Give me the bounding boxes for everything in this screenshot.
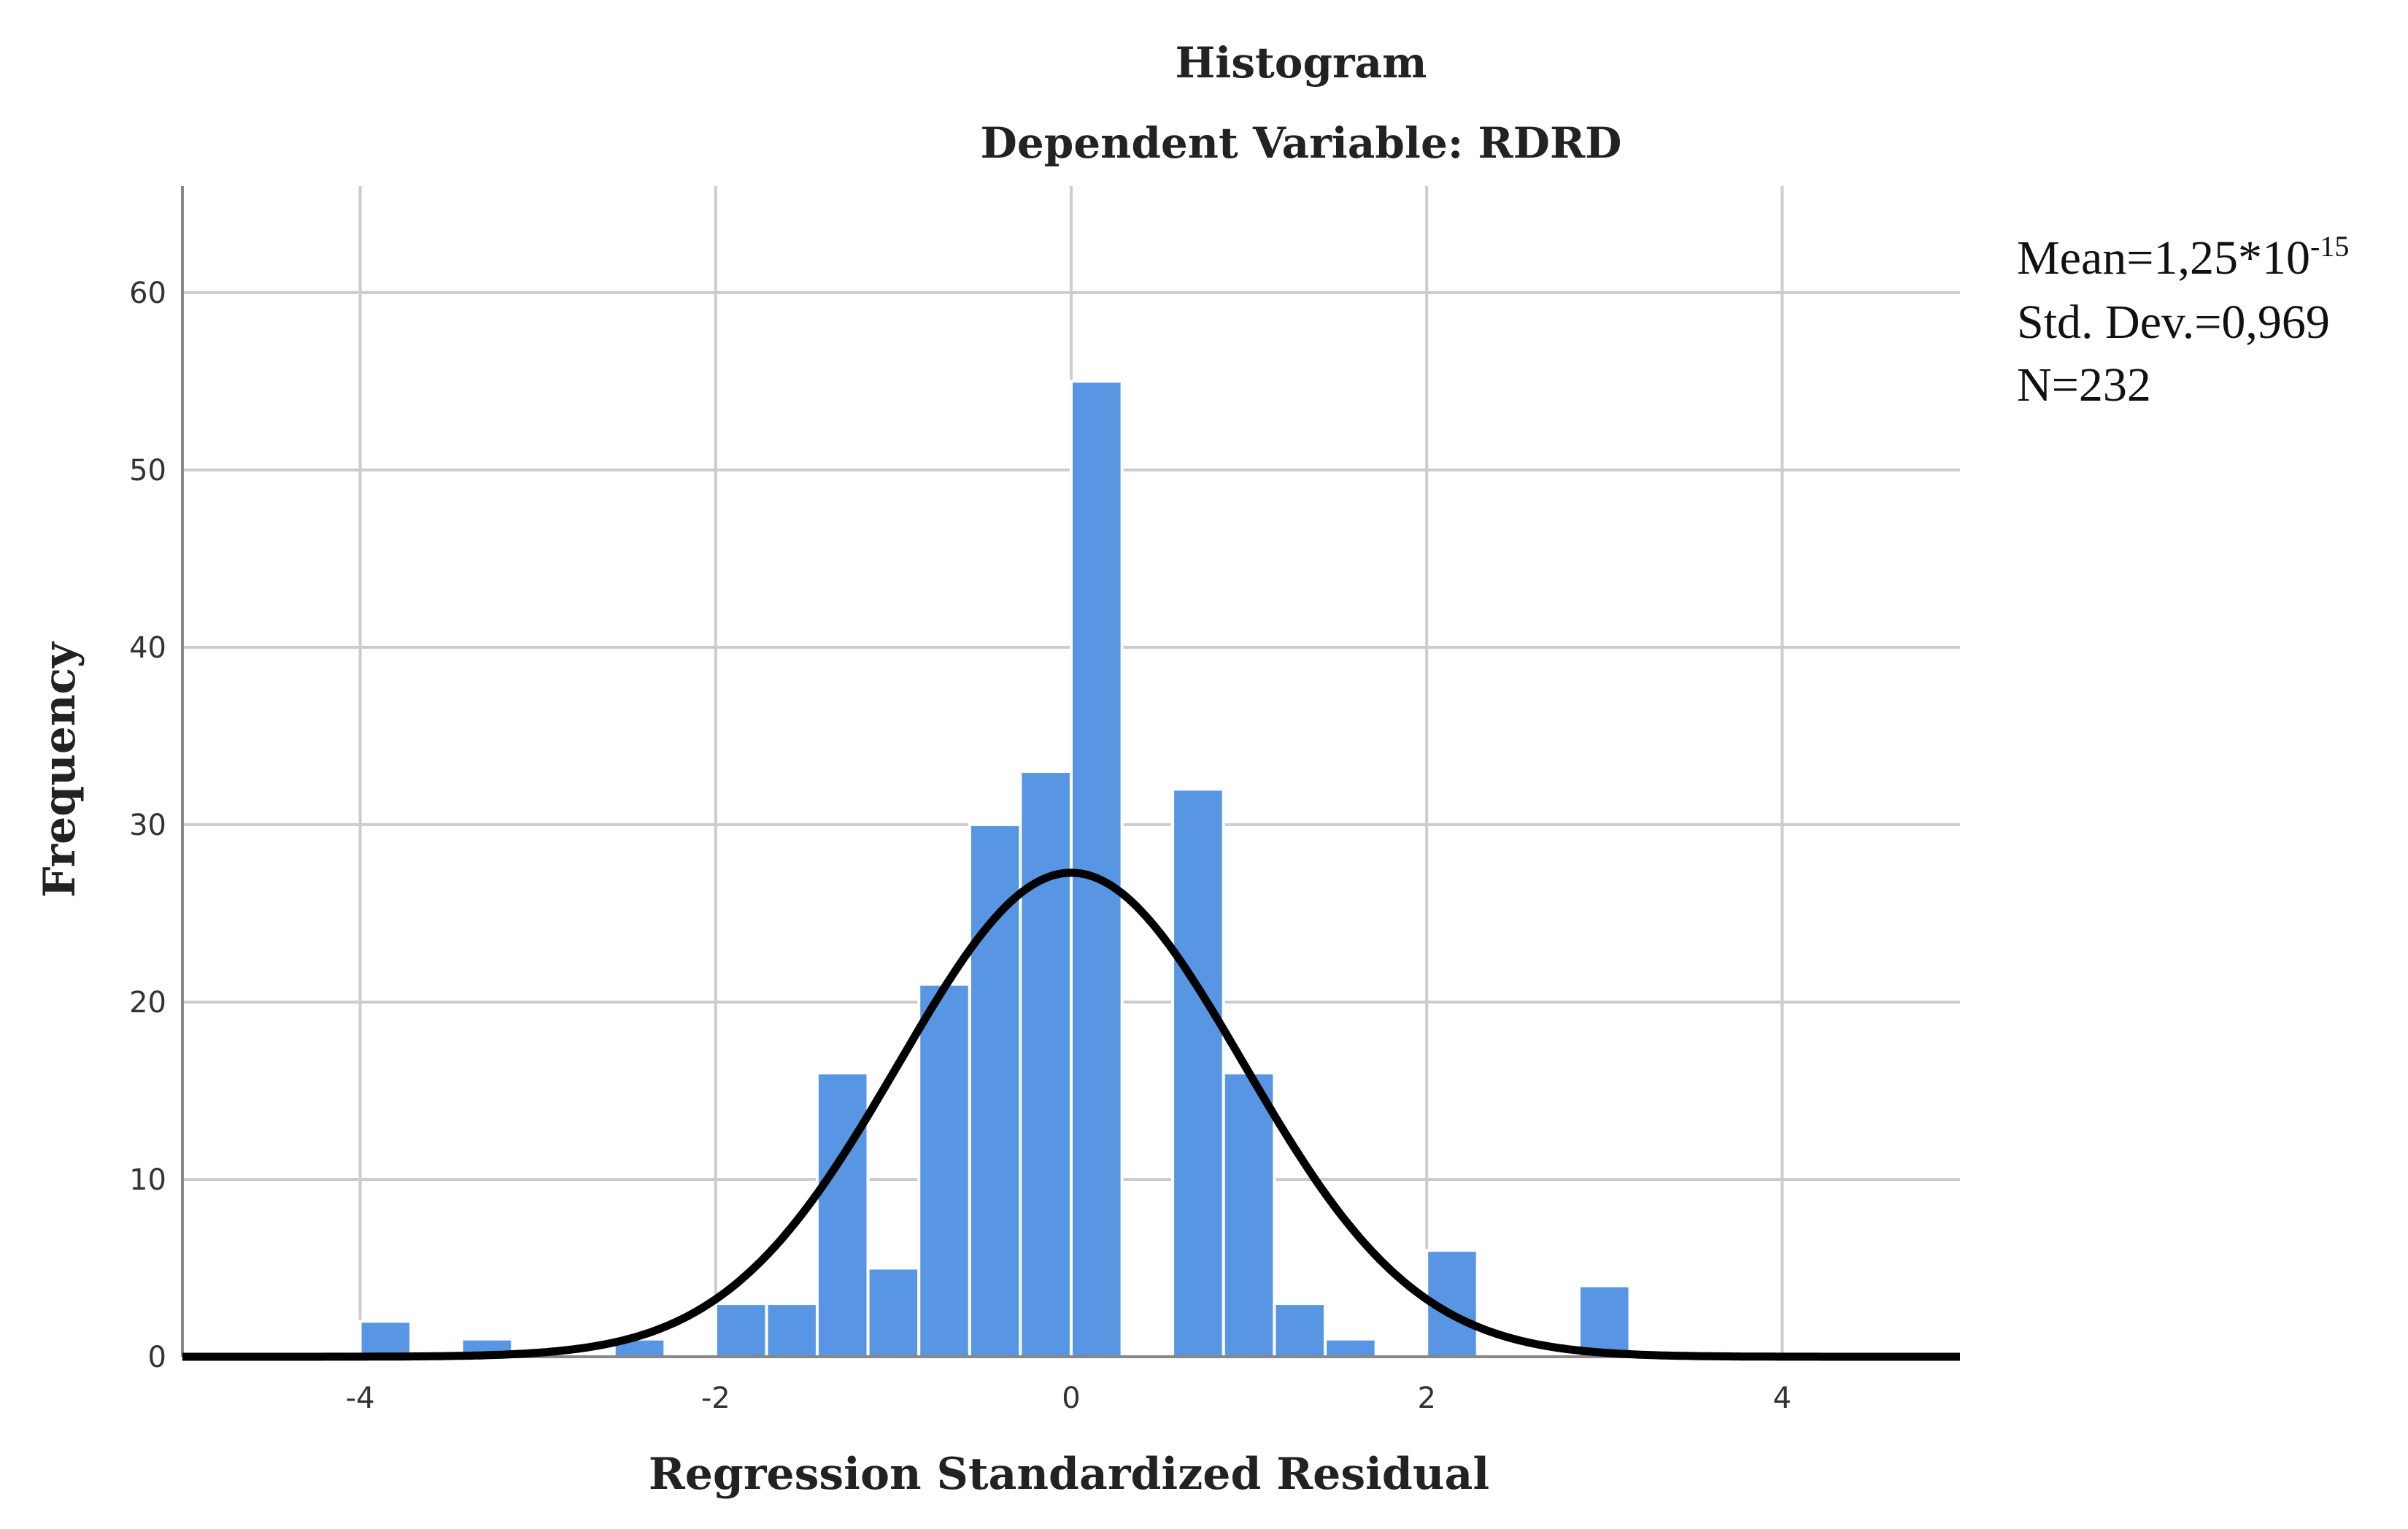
normal-curve-layer	[182, 869, 1960, 1361]
y-tick-label: 20	[129, 986, 166, 1020]
histogram-bar	[866, 1266, 921, 1359]
x-tick-label: -4	[346, 1382, 375, 1415]
histogram-bar	[1222, 1071, 1276, 1358]
y-tick-label: 10	[129, 1163, 166, 1197]
y-tick-label: 40	[129, 631, 166, 665]
histogram-bar	[917, 982, 971, 1358]
histogram-bar	[815, 1071, 870, 1358]
y-tick-label: 0	[148, 1341, 166, 1374]
tick-labels: 0 10 20 30 40 50 60 -4 -2 0 2 4	[129, 277, 1791, 1415]
stats-legend: Mean=1,25*10-15 Std. Dev.=0,969 N=232	[2017, 230, 2349, 412]
x-tick-label: -2	[701, 1382, 730, 1415]
histogram-bar	[765, 1302, 819, 1359]
y-axis-title: Frequency	[34, 641, 85, 898]
histogram-bar	[1019, 770, 1073, 1358]
x-tick-label: 4	[1773, 1382, 1791, 1415]
stat-std-dev: Std. Dev.=0,969	[2017, 296, 2330, 349]
x-axis-title: Regression Standardized Residual	[649, 1449, 1489, 1500]
histogram-bar	[1273, 1302, 1327, 1359]
stat-mean-exponent: -15	[2310, 230, 2349, 263]
histogram-bars	[358, 380, 1632, 1359]
histogram-bar	[1577, 1284, 1632, 1358]
histogram-bar	[358, 1320, 413, 1358]
normal-curve	[182, 869, 1960, 1361]
histogram-bar	[1070, 380, 1124, 1358]
histogram-bar	[1171, 787, 1225, 1358]
x-tick-label: 2	[1417, 1382, 1435, 1415]
stat-n: N=232	[2017, 358, 2151, 412]
chart-subtitle: Dependent Variable: RDRD	[981, 118, 1622, 168]
y-tick-label: 60	[129, 277, 166, 310]
stat-mean: Mean=1,25*10-15	[2017, 230, 2349, 285]
stat-mean-text: Mean=1,25*10	[2017, 231, 2310, 285]
chart-title: Histogram	[1175, 38, 1427, 88]
y-tick-label: 30	[129, 809, 166, 842]
y-tick-label: 50	[129, 454, 166, 488]
histogram-bar	[1324, 1337, 1378, 1359]
x-tick-label: 0	[1062, 1382, 1080, 1415]
histogram-bar	[714, 1302, 768, 1359]
